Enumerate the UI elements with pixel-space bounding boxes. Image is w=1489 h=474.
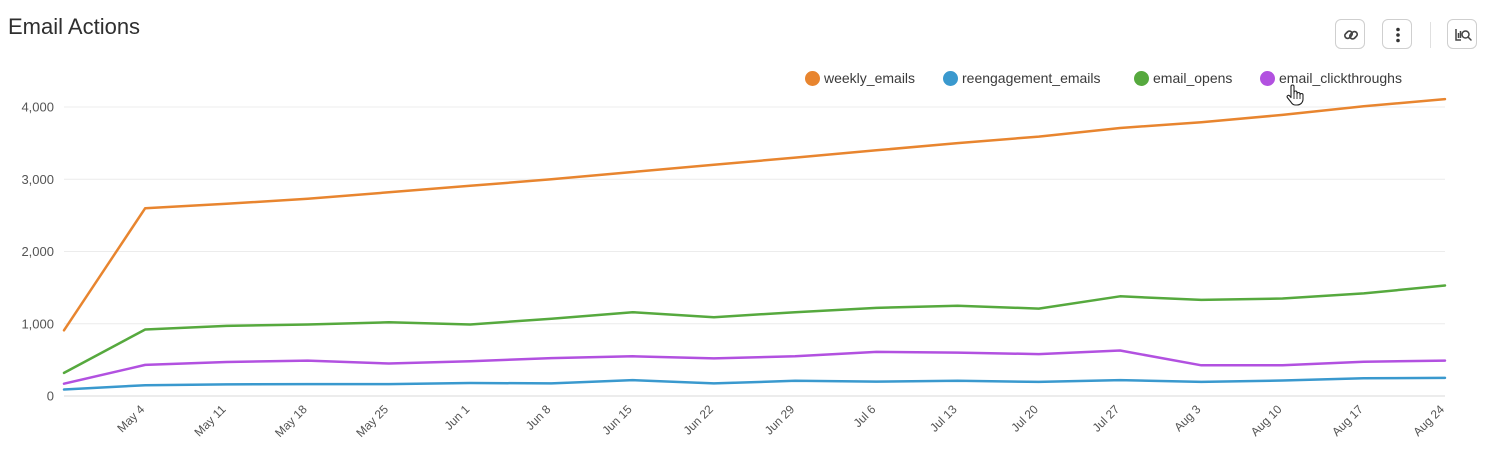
x-tick-label: Aug 17 bbox=[1329, 402, 1366, 439]
x-tick-label: Jun 29 bbox=[762, 402, 798, 438]
x-tick-label: Aug 3 bbox=[1171, 402, 1203, 434]
copy-link-button[interactable] bbox=[1335, 19, 1365, 49]
x-tick-label: May 11 bbox=[191, 402, 228, 439]
y-tick-label: 2,000 bbox=[21, 244, 54, 259]
legend-swatch bbox=[805, 71, 820, 86]
x-axis: May 4 May 11 May 18 May 25 Jun 1 Jun 8 Jun 15 J… bbox=[114, 402, 1447, 440]
legend-label: reengagement_emails bbox=[962, 70, 1101, 86]
page-title: Email Actions bbox=[8, 14, 141, 39]
chart-search-icon bbox=[1455, 29, 1472, 41]
x-tick-label: Jul 13 bbox=[927, 402, 960, 435]
legend-swatch bbox=[943, 71, 958, 86]
x-tick-label: Jul 27 bbox=[1090, 402, 1123, 435]
hand-cursor-icon bbox=[1286, 84, 1304, 106]
series-line-email-opens[interactable] bbox=[62, 284, 1447, 375]
legend-label: weekly_emails bbox=[824, 70, 916, 86]
grid-lines bbox=[64, 106, 1445, 397]
x-tick-label: Jun 22 bbox=[681, 402, 717, 438]
x-tick-label: May 18 bbox=[272, 402, 310, 440]
legend-label: email_clickthroughs bbox=[1279, 70, 1402, 86]
explore-chart-button[interactable] bbox=[1447, 19, 1477, 49]
x-tick-label: May 4 bbox=[114, 402, 147, 435]
legend-swatch bbox=[1260, 71, 1275, 86]
x-tick-label: Jun 15 bbox=[599, 402, 635, 438]
x-tick-label: Aug 10 bbox=[1248, 402, 1285, 439]
series-line-weekly-emails[interactable] bbox=[62, 97, 1447, 332]
y-tick-label: 1,000 bbox=[21, 316, 54, 331]
more-options-button[interactable] bbox=[1382, 19, 1412, 49]
toolbar-divider bbox=[1430, 22, 1431, 48]
x-tick-label: Jun 8 bbox=[523, 402, 554, 433]
vertical-dots-icon bbox=[1396, 27, 1400, 43]
legend-swatch bbox=[1134, 71, 1149, 86]
y-tick-label: 4,000 bbox=[21, 100, 54, 115]
link-icon bbox=[1344, 30, 1359, 40]
x-tick-label: May 25 bbox=[353, 402, 391, 440]
x-tick-label: Jun 1 bbox=[442, 402, 473, 433]
series-lines bbox=[62, 97, 1447, 391]
y-axis: 0 1,000 2,000 3,000 4,000 bbox=[21, 100, 54, 404]
x-tick-label: Jul 20 bbox=[1008, 402, 1041, 435]
y-tick-label: 0 bbox=[47, 389, 54, 404]
y-tick-label: 3,000 bbox=[21, 172, 54, 187]
legend-label: email_opens bbox=[1153, 70, 1233, 86]
x-tick-label: Jul 6 bbox=[851, 402, 879, 430]
series-line-reengagement-emails[interactable] bbox=[62, 376, 1447, 391]
x-tick-label: Aug 24 bbox=[1410, 402, 1447, 439]
series-line-email-clickthroughs[interactable] bbox=[62, 349, 1447, 385]
